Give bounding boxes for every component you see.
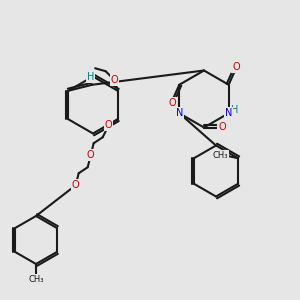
Text: O: O [111,75,118,85]
Text: O: O [87,150,94,160]
Text: N: N [225,108,232,118]
Text: CH₃: CH₃ [28,275,44,284]
Text: CH₃: CH₃ [212,151,228,160]
Text: O: O [168,98,176,108]
Text: H: H [231,105,238,115]
Text: H: H [87,72,94,82]
Text: N: N [176,108,183,118]
Text: O: O [105,120,112,130]
Text: O: O [232,62,240,72]
Text: O: O [218,122,226,133]
Text: O: O [72,180,80,190]
